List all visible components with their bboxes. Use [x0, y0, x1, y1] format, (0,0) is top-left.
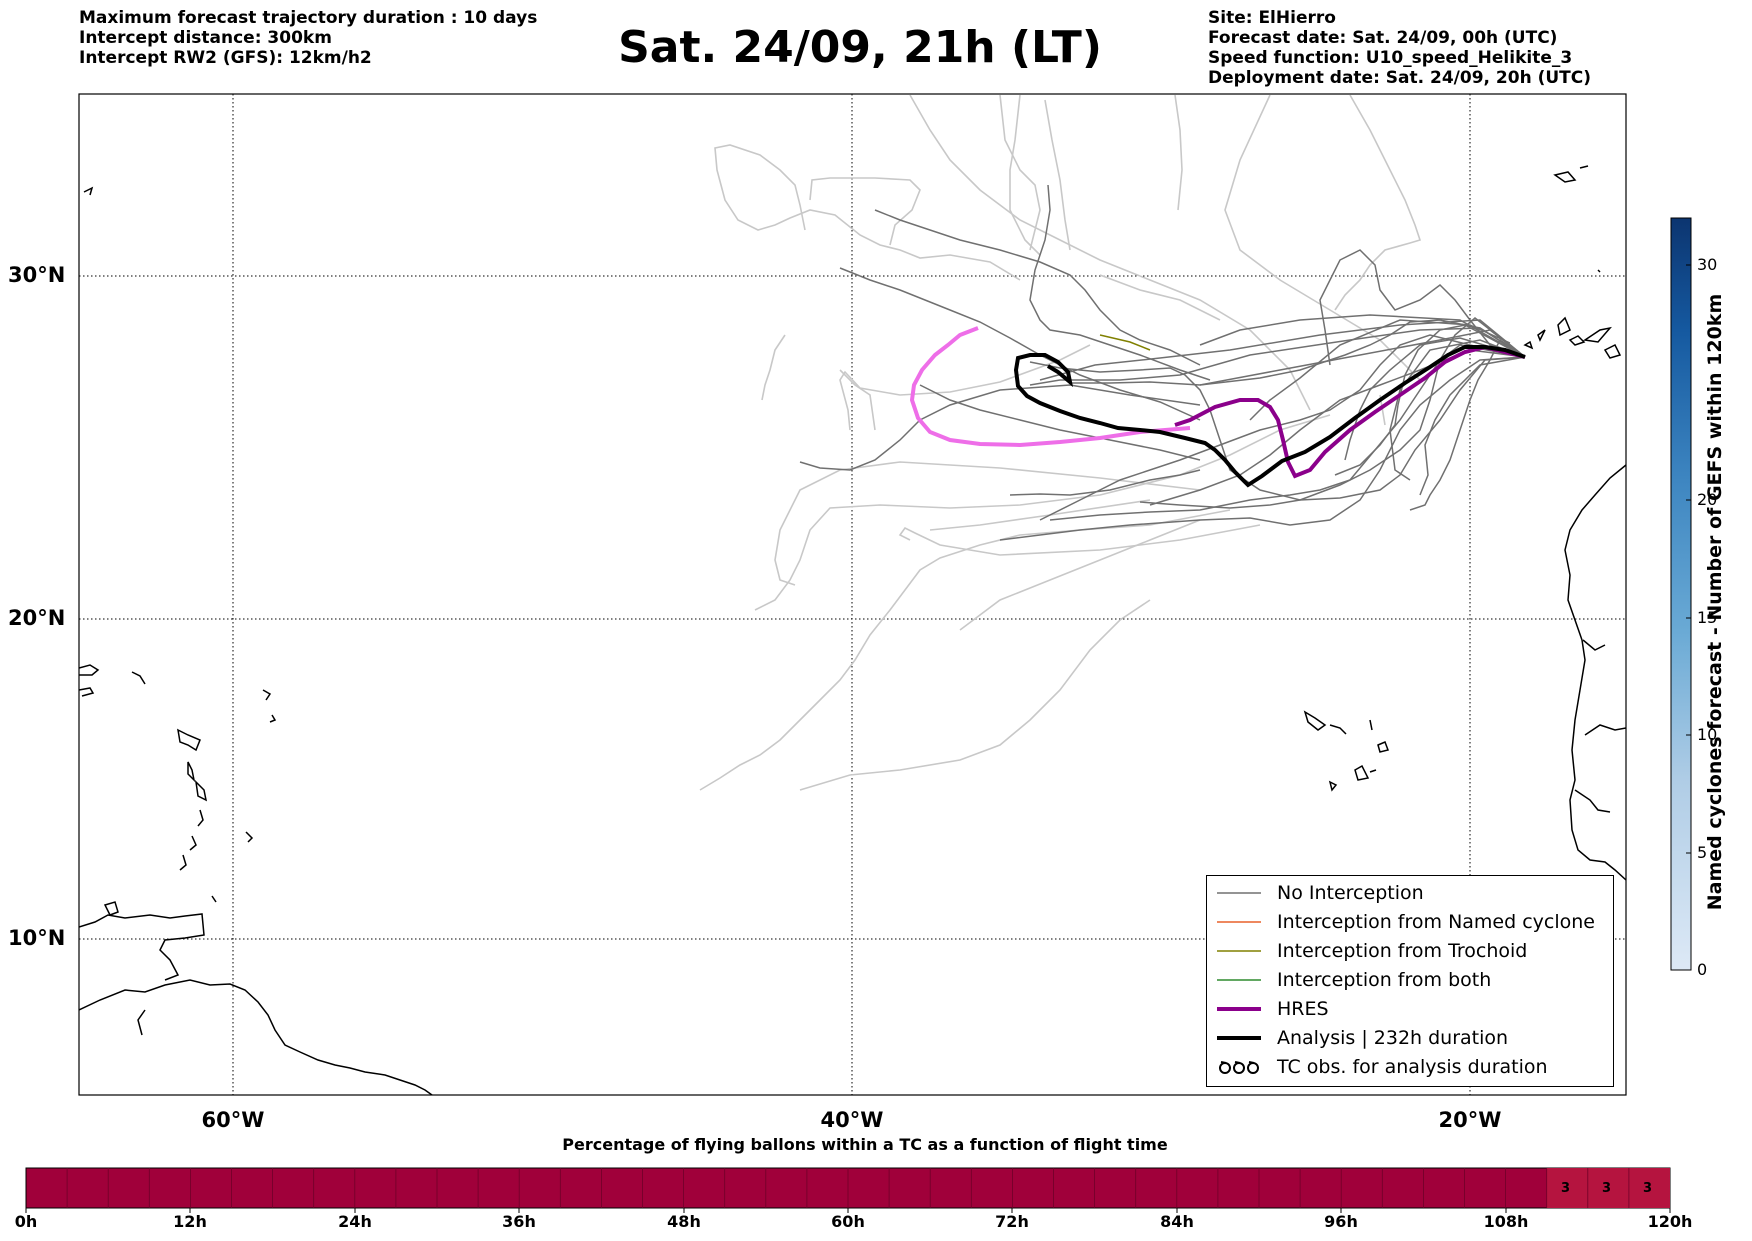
legend-item-named-cyclone: Interception from Named cyclone: [1213, 908, 1607, 937]
colorbar-tick-label: 30: [1697, 255, 1718, 274]
legend-item-trochoid: Interception from Trochoid: [1213, 937, 1607, 966]
legend-label: No Interception: [1277, 882, 1424, 904]
site-text: Site: ElHierro: [1208, 8, 1336, 28]
legend-label: Analysis | 232h duration: [1277, 1027, 1509, 1049]
legend-label: Interception from Named cyclone: [1277, 911, 1595, 933]
intercept-distance-text: Intercept distance: 300km: [79, 28, 332, 48]
lon-label-60w: 60°W: [201, 1108, 265, 1132]
time-bar-title: Percentage of flying ballons within a TC…: [562, 1135, 1168, 1154]
lon-label-20w: 20°W: [1438, 1108, 1502, 1132]
max-duration-text: Maximum forecast trajectory duration : 1…: [79, 8, 538, 28]
time-tick-label: 0h: [14, 1212, 38, 1231]
analysis-trajectory: [1013, 345, 1526, 488]
time-tick-label: 108h: [1483, 1212, 1529, 1231]
forecast-date-text: Forecast date: Sat. 24/09, 00h (UTC): [1208, 28, 1558, 48]
speed-function-text: Speed function: U10_speed_Helikite_3: [1208, 48, 1573, 68]
header-info-right: Site: ElHierro Forecast date: Sat. 24/09…: [1208, 8, 1591, 88]
cyclone-symbol-icon: [1219, 1061, 1259, 1074]
intercept-rw2-text: Intercept RW2 (GFS): 12km/h2: [79, 48, 372, 68]
lat-label-30n: 30°N: [8, 263, 66, 287]
legend-label: Interception from Trochoid: [1277, 940, 1528, 962]
deployment-date-text: Deployment date: Sat. 24/09, 20h (UTC): [1208, 68, 1592, 88]
legend-item-both: Interception from both: [1213, 966, 1607, 995]
legend-label: TC obs. for analysis duration: [1277, 1056, 1548, 1078]
time-tick-label: 24h: [338, 1212, 372, 1231]
time-bar-cell-value: 3: [1602, 1181, 1612, 1196]
time-bar-cell-value: 3: [1643, 1181, 1653, 1196]
legend-label: Interception from both: [1277, 969, 1492, 991]
hres-forecast-trajectory: [909, 326, 1191, 448]
colorbar-title: Named cyclones forecast - Number of GEFS…: [1704, 293, 1726, 911]
legend-item-analysis: Analysis | 232h duration: [1213, 1024, 1607, 1053]
page-title: Sat. 24/09, 21h (LT): [618, 22, 1102, 73]
colorbar-tick-label: 10: [1697, 725, 1718, 744]
time-tick-label: 12h: [173, 1212, 207, 1231]
time-tick-label: 84h: [1160, 1212, 1194, 1231]
time-tick-label: 36h: [502, 1212, 536, 1231]
map-legend: No Interception Interception from Named …: [1206, 875, 1614, 1087]
lat-label-20n: 20°N: [8, 606, 66, 630]
legend-item-tc-obs: TC obs. for analysis duration: [1213, 1053, 1607, 1082]
no-interception-trajectories: [799, 184, 1526, 541]
colorbar-tick-label: 20: [1697, 490, 1718, 509]
colorbar-tick-label: 5: [1697, 843, 1708, 862]
time-tick-label: 120h: [1647, 1212, 1693, 1231]
time-tick-label: 96h: [1324, 1212, 1358, 1231]
colorbar-tick-label: 15: [1697, 608, 1718, 627]
time-bar-cell-value: 3: [1561, 1181, 1571, 1196]
lat-label-10n: 10°N: [8, 926, 66, 950]
legend-label: HRES: [1277, 998, 1329, 1020]
time-tick-label: 48h: [667, 1212, 701, 1231]
coastlines: [79, 165, 1626, 1095]
trochoid-interception-trajectory: [1099, 334, 1151, 351]
time-tick-label: 72h: [995, 1212, 1029, 1231]
faded-trajectories: [699, 94, 1422, 791]
lon-label-40w: 40°W: [820, 1108, 884, 1132]
time-tick-label: 60h: [831, 1212, 865, 1231]
legend-item-hres: HRES: [1213, 995, 1607, 1024]
header-info-left: Maximum forecast trajectory duration : 1…: [79, 8, 537, 68]
hres-trajectory: [1174, 344, 1526, 479]
legend-item-no-interception: No Interception: [1213, 879, 1607, 908]
colorbar-tick-label: 0: [1697, 960, 1708, 979]
